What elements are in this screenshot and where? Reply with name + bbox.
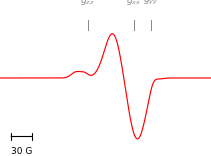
Text: $g_{zz}$: $g_{zz}$ (80, 0, 95, 7)
Text: $g_{yy}$: $g_{yy}$ (143, 0, 158, 7)
Text: 30 G: 30 G (11, 147, 32, 156)
Text: $g_{xx}$: $g_{xx}$ (126, 0, 142, 7)
